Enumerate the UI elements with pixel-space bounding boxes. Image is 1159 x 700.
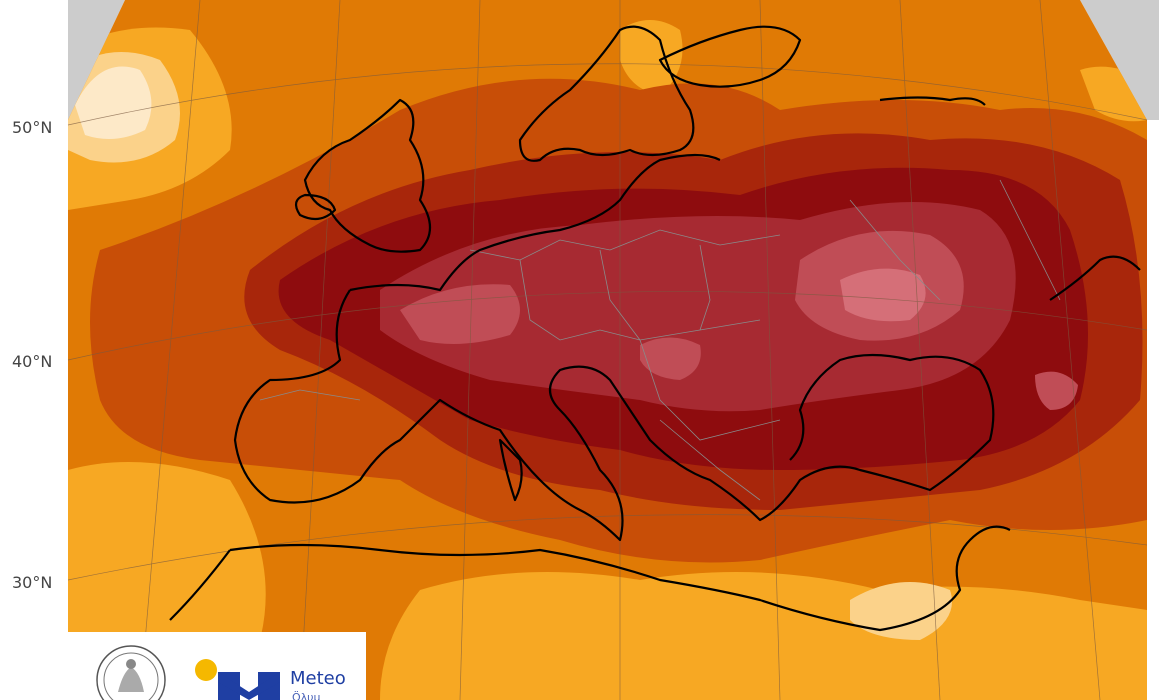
graticule [67,0,1148,700]
contour-level-3 [380,572,1147,700]
country-borders [259,179,1061,501]
contour-fill-group [68,0,1147,700]
seal-icon [96,645,166,700]
contour-level-1 [75,66,152,139]
meteo-logo-label: Meteo [290,668,346,689]
latitude-label-40: 40°N [12,352,53,371]
contour-level-3 [620,20,683,95]
latitude-label-30: 30°N [12,573,53,592]
coastlines [169,25,1141,632]
contour-level-9 [400,284,520,344]
contour-level-9 [640,337,701,380]
contour-level-2 [850,582,952,640]
meteo-logo-sublabel: Öλυμ [292,691,321,700]
contour-level-10 [840,268,926,322]
logo-graphics [96,645,280,700]
logo-panel [68,632,366,700]
contour-level-9 [1035,371,1078,410]
meteo-logo-icon [195,659,280,700]
latitude-label-50: 50°N [12,118,53,137]
outside-area-right [1080,0,1159,120]
